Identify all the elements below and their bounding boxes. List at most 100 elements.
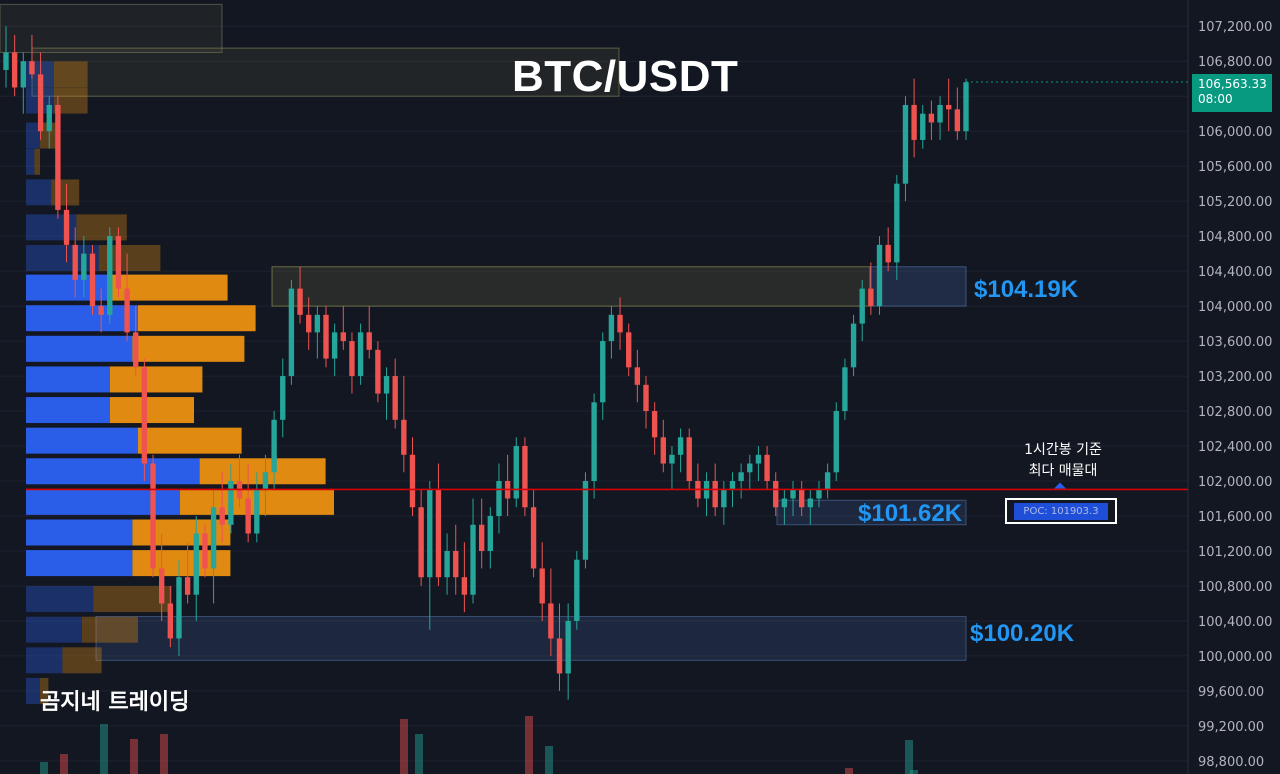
candle-body — [842, 367, 848, 412]
volume-profile-faded-down — [62, 647, 102, 674]
watermark: 곰지네 트레이딩 — [40, 690, 190, 715]
candle-body — [522, 446, 528, 508]
volume-profile-down-bar — [110, 397, 194, 424]
volume-bar — [545, 746, 553, 774]
candle-body — [478, 524, 485, 551]
candle-body — [357, 332, 364, 377]
candle-body — [738, 472, 744, 482]
candle-body — [651, 411, 658, 438]
candle-body — [280, 376, 286, 420]
candle-body — [608, 314, 615, 342]
candle-body — [755, 454, 762, 464]
candle-body — [245, 498, 251, 534]
volume-profile-faded-down — [34, 148, 40, 175]
zone-104k-yellow — [271, 266, 871, 307]
volume-bar — [910, 770, 918, 774]
candle-body — [141, 367, 148, 464]
candle-body — [176, 577, 182, 639]
candle-body — [392, 376, 398, 420]
zone-100k — [95, 616, 967, 661]
volume-bar — [400, 719, 408, 774]
volume-bar — [905, 740, 913, 774]
volume-bar — [60, 754, 68, 774]
candle-body — [574, 559, 580, 621]
volume-profile-down-bar — [138, 427, 242, 454]
price-tick-label: 105,600.00 — [1198, 160, 1272, 175]
candle-body — [349, 341, 355, 377]
candle-body — [721, 489, 727, 508]
volume-profile-up-bar — [26, 458, 200, 485]
candle-body — [617, 314, 623, 333]
current-price-value: 106,563.33 — [1198, 77, 1267, 91]
volume-bar — [130, 739, 138, 774]
zone-top-box — [0, 3, 223, 53]
candle-body — [72, 244, 78, 280]
candle-body — [894, 183, 900, 263]
candle-body — [435, 489, 442, 578]
candle-body — [790, 489, 796, 499]
candle-body — [634, 367, 641, 385]
volume-profile-down-bar — [199, 458, 326, 485]
candle-body — [150, 463, 156, 569]
candle-body — [963, 82, 969, 132]
candle-body — [11, 52, 18, 88]
candle-body — [115, 236, 122, 289]
volume-bar — [40, 762, 48, 774]
candle-body — [773, 481, 779, 508]
candle-body — [453, 550, 459, 578]
candle-body — [375, 349, 381, 394]
candle-body — [210, 507, 217, 569]
candle-body — [487, 516, 494, 551]
candle-body — [427, 489, 433, 578]
volume-profile-faded-down — [40, 677, 49, 704]
candle-body — [383, 376, 390, 394]
current-price-tag: 106,563.33 08:00 — [1192, 74, 1272, 112]
candle-body — [29, 61, 35, 75]
volume-profile-faded-down — [54, 61, 88, 88]
volume-bar — [525, 716, 533, 774]
candle-body — [262, 472, 269, 490]
candle-body — [124, 288, 130, 333]
volume-profile-faded-down — [82, 616, 138, 643]
candle-body — [954, 109, 961, 132]
candle-body — [911, 104, 917, 140]
price-tick-label: 101,600.00 — [1198, 510, 1272, 525]
candle-body — [928, 113, 935, 123]
poc-annotation-line1: 1시간봉 기준 — [1024, 442, 1102, 458]
candle-body — [781, 498, 788, 508]
volume-profile-faded-down — [40, 122, 57, 149]
zone-label-100k: $100.20K — [970, 620, 1075, 647]
candle-body — [184, 577, 191, 595]
candle-body — [107, 236, 113, 315]
candle-body — [297, 288, 303, 315]
price-tick-label: 103,600.00 — [1198, 335, 1272, 350]
price-tick-label: 102,000.00 — [1198, 475, 1272, 490]
candle-body — [937, 104, 943, 123]
candle-body — [89, 253, 96, 307]
volume-profile-faded-up — [26, 647, 63, 674]
volume-profile-up-bar — [26, 366, 110, 393]
price-tick-label: 100,400.00 — [1198, 615, 1272, 630]
candle-body — [764, 454, 770, 482]
volume-profile-up-bar — [26, 488, 180, 515]
candle-body — [496, 481, 502, 516]
candle-body — [366, 332, 372, 350]
candle-body — [314, 314, 321, 333]
price-tick-label: 99,600.00 — [1198, 685, 1264, 700]
candle-body — [712, 481, 718, 508]
candle-body — [539, 568, 545, 604]
price-tick-label: 103,200.00 — [1198, 370, 1272, 385]
volume-profile-faded-up — [26, 148, 35, 175]
price-tick-label: 106,000.00 — [1198, 125, 1272, 140]
candle-body — [63, 209, 70, 245]
zone-label-104k: $104.19K — [974, 276, 1079, 303]
candle-body — [677, 437, 684, 455]
candle-body — [660, 437, 666, 464]
volume-profile-up-bar — [26, 335, 133, 362]
zone-label-101k: $101.62K — [858, 500, 963, 527]
candle-body — [167, 603, 174, 639]
price-tick-label: 98,800.00 — [1198, 755, 1264, 770]
volume-profile-faded-up — [26, 179, 52, 206]
price-tick-label: 106,800.00 — [1198, 55, 1272, 70]
